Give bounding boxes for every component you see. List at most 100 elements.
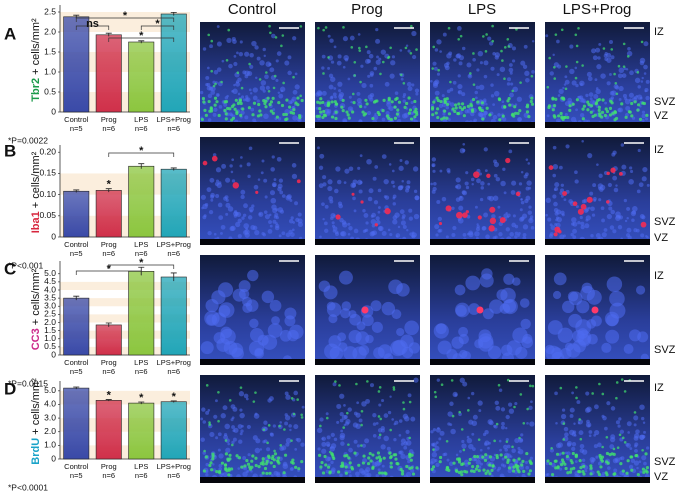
- nucleus: [390, 60, 396, 66]
- green-cell: [449, 80, 452, 84]
- green-cell: [619, 461, 623, 466]
- nucleus: [594, 429, 600, 436]
- y-tick-label: 0: [51, 349, 56, 359]
- nucleus: [572, 235, 577, 240]
- bracket: [108, 37, 175, 42]
- nucleus: [244, 232, 250, 238]
- nucleus: [511, 46, 516, 51]
- green-cell: [458, 410, 461, 414]
- green-cell: [459, 470, 464, 474]
- green-cell: [483, 458, 488, 462]
- nucleus: [278, 93, 284, 99]
- nucleus: [269, 224, 273, 228]
- nucleus: [625, 68, 629, 71]
- y-tick-label: 1.5: [44, 46, 56, 56]
- nucleus: [200, 437, 205, 442]
- nucleus: [408, 216, 414, 221]
- green-cell: [379, 72, 382, 76]
- green-cell: [359, 80, 362, 84]
- nucleus: [448, 51, 453, 56]
- nucleus: [212, 112, 217, 117]
- nucleus: [401, 179, 404, 183]
- nucleus: [519, 465, 525, 470]
- green-cell: [241, 107, 245, 111]
- error-bar: [138, 163, 145, 169]
- nucleus: [262, 89, 266, 93]
- green-cell: [292, 412, 296, 416]
- nucleus: [266, 447, 271, 452]
- nucleus: [358, 345, 370, 356]
- nucleus: [511, 59, 516, 63]
- nucleus: [242, 70, 247, 75]
- nucleus: [497, 113, 501, 117]
- nucleus: [205, 462, 209, 467]
- nucleus: [549, 71, 554, 76]
- nucleus: [262, 47, 266, 52]
- nucleus: [224, 423, 231, 430]
- nucleus: [263, 54, 266, 58]
- nucleus: [640, 233, 645, 238]
- nucleus: [392, 184, 396, 188]
- nucleus: [333, 437, 338, 442]
- nucleus: [352, 196, 356, 201]
- bar: [160, 401, 187, 460]
- nucleus: [436, 200, 441, 205]
- nucleus: [380, 398, 385, 403]
- nucleus: [529, 215, 534, 219]
- green-cell: [400, 469, 405, 473]
- nucleus: [458, 205, 464, 211]
- green-cell: [641, 448, 644, 452]
- green-cell: [290, 397, 294, 400]
- nucleus: [562, 300, 575, 314]
- green-cell: [454, 468, 458, 473]
- nucleus: [447, 170, 451, 174]
- nucleus: [256, 99, 260, 103]
- nucleus: [577, 221, 581, 225]
- nucleus: [628, 464, 634, 470]
- nucleus: [505, 414, 510, 420]
- nucleus: [562, 86, 565, 90]
- nucleus: [528, 205, 532, 209]
- green-cell: [261, 460, 265, 464]
- nucleus: [516, 96, 523, 102]
- nucleus: [285, 394, 291, 400]
- nucleus: [643, 461, 647, 466]
- green-cell: [397, 100, 402, 104]
- nucleus: [595, 233, 601, 238]
- nucleus: [207, 118, 212, 122]
- nucleus: [552, 53, 555, 57]
- y-tick-label: 0: [51, 453, 56, 463]
- nucleus: [461, 443, 467, 449]
- nucleus: [239, 408, 243, 412]
- green-cell: [251, 113, 255, 117]
- nucleus: [216, 182, 222, 189]
- nucleus: [247, 215, 253, 220]
- green-cell: [451, 107, 455, 111]
- green-cell: [490, 468, 494, 472]
- nucleus: [585, 93, 589, 98]
- nucleus: [223, 196, 228, 201]
- nucleus: [494, 400, 500, 405]
- green-cell: [328, 470, 332, 474]
- nucleus: [575, 83, 579, 88]
- nucleus: [472, 58, 476, 62]
- green-cell: [405, 464, 409, 469]
- nucleus: [392, 202, 397, 206]
- nucleus: [617, 224, 623, 230]
- nucleus: [295, 217, 300, 222]
- nucleus: [636, 466, 639, 470]
- green-cell: [228, 107, 232, 111]
- nucleus: [615, 184, 618, 187]
- green-cell: [207, 33, 211, 37]
- n-label: n=6: [135, 124, 148, 133]
- nucleus: [403, 112, 409, 118]
- nucleus: [259, 474, 263, 478]
- green-cell: [322, 109, 326, 114]
- nucleus: [585, 218, 589, 222]
- nucleus: [206, 85, 212, 91]
- nucleus: [387, 106, 391, 110]
- nucleus: [216, 236, 220, 240]
- nucleus: [487, 36, 492, 41]
- nucleus: [336, 60, 342, 66]
- nucleus: [627, 431, 630, 434]
